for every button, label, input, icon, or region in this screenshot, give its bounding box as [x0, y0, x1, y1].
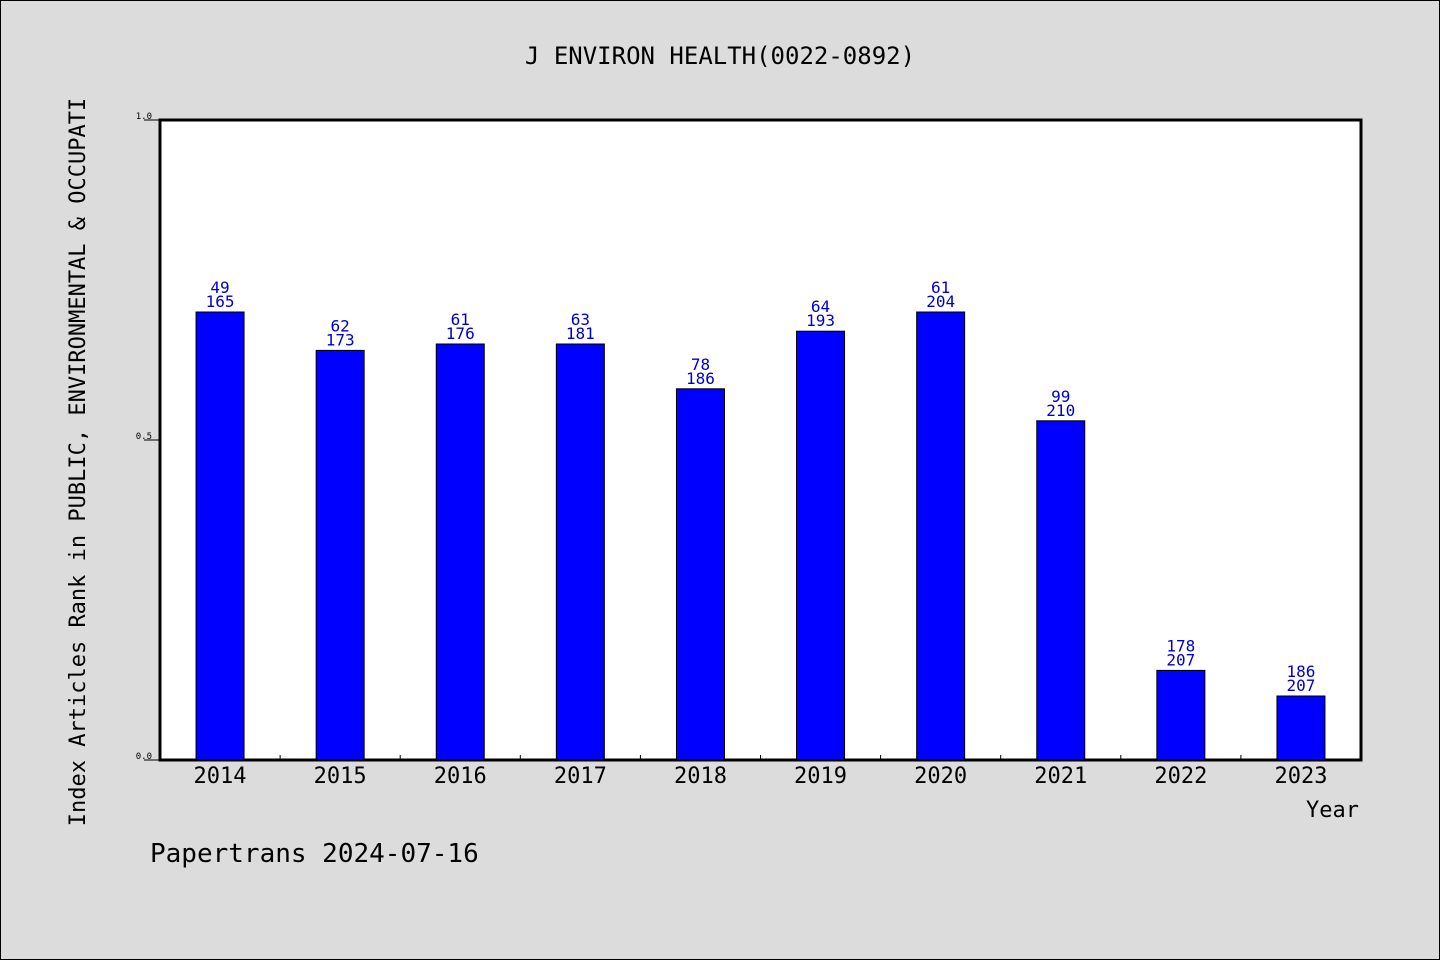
- bar-total-label: 186: [686, 369, 715, 388]
- bar-total-label: 181: [566, 324, 595, 343]
- bar-2019: [796, 330, 846, 761]
- bar-2018: [675, 388, 725, 761]
- bar-rank-label: 186: [1286, 662, 1315, 681]
- bar-total-label: 165: [206, 292, 235, 311]
- bar-rank-label: 61: [931, 278, 950, 297]
- x-tick-label: 2017: [554, 764, 607, 789]
- y-axis-ticks: 0.0 0.5 1.0: [136, 112, 160, 762]
- bar-rank-label: 178: [1166, 636, 1195, 655]
- bar-rank-label: 64: [811, 297, 830, 316]
- bar-2014: [195, 311, 245, 761]
- x-tick-label: 2020: [914, 764, 967, 789]
- y-tick-label: 0.5: [136, 432, 152, 442]
- bar-total-label: 193: [806, 311, 835, 330]
- bar-rank-label: 63: [571, 310, 590, 329]
- x-tick-label: 2022: [1154, 764, 1207, 789]
- x-axis-label: Year: [1306, 798, 1359, 823]
- bar-2017: [555, 343, 605, 761]
- bar-rank-label: 62: [331, 316, 350, 335]
- x-axis-ticks: 2014 2015 2016 2017 2018 2019 2020 2021 2022 2023: [194, 755, 1327, 789]
- x-tick-label: 2023: [1274, 764, 1327, 789]
- bar-rank-label: 49: [210, 278, 229, 297]
- bar-total-label: 210: [1046, 401, 1075, 420]
- bar-rank-label: 61: [451, 310, 470, 329]
- bar-2016: [435, 343, 485, 761]
- y-axis-label: Index Articles Rank in PUBLIC, ENVIRONME…: [66, 98, 91, 826]
- x-tick-label: 2019: [794, 764, 847, 789]
- bar-rank-label: 78: [691, 355, 710, 374]
- x-tick-label: 2018: [674, 764, 727, 789]
- x-tick-label: 2015: [314, 764, 367, 789]
- bar-total-label: 207: [1286, 676, 1315, 695]
- bar-2020: [916, 311, 966, 761]
- x-tick-label: 2021: [1034, 764, 1087, 789]
- footer-text: Papertrans 2024-07-16: [150, 839, 479, 869]
- bar-total-label: 176: [446, 324, 475, 343]
- bar-total-label: 204: [926, 292, 955, 311]
- bar-2021: [1036, 420, 1086, 761]
- bar-total-label: 207: [1166, 650, 1195, 669]
- bar-total-label: 173: [326, 330, 355, 349]
- bar-2023: [1276, 695, 1326, 761]
- bar-rank-label: 99: [1051, 387, 1070, 406]
- x-tick-label: 2014: [194, 764, 247, 789]
- y-tick-label: 0.0: [136, 752, 152, 762]
- bar-2022: [1156, 669, 1206, 761]
- bar-2015: [315, 349, 365, 761]
- x-tick-label: 2016: [434, 764, 487, 789]
- chart-title: J ENVIRON HEALTH(0022-0892): [525, 42, 915, 70]
- y-tick-label: 1.0: [136, 112, 152, 122]
- bars-group: 4916562173611766318178186641936120499210…: [195, 278, 1326, 761]
